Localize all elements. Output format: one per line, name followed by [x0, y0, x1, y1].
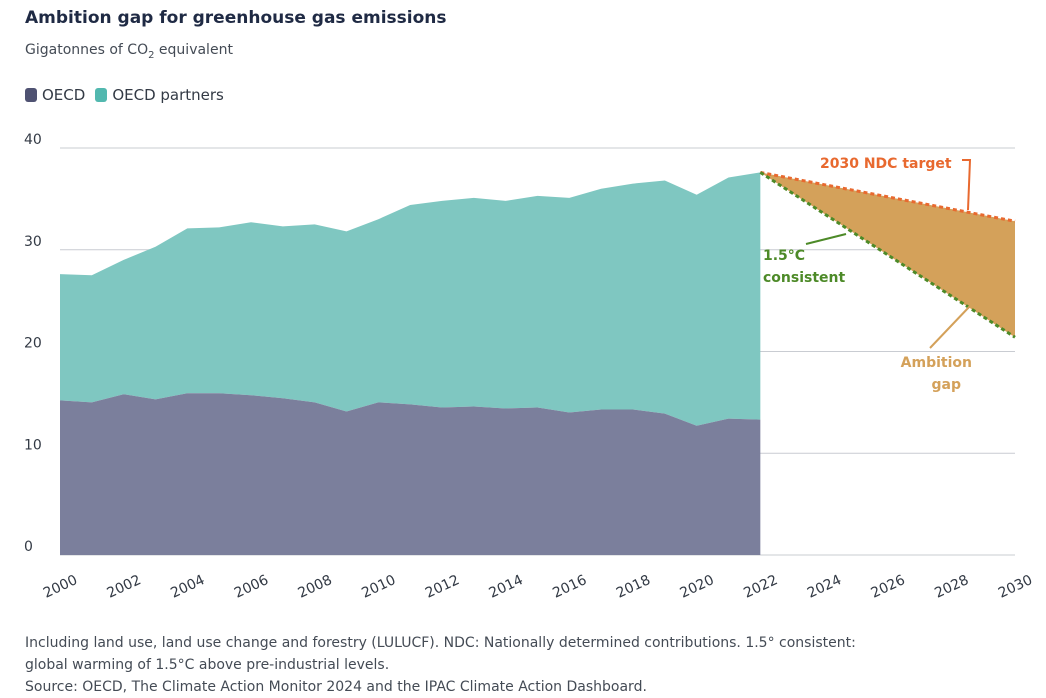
x-tick-label-2014: 2014: [487, 572, 526, 602]
x-tick-label-2010: 2010: [359, 572, 398, 602]
annotation-15c-line2: consistent: [763, 270, 846, 286]
area-oecd: [60, 393, 761, 555]
x-tick-label-2016: 2016: [550, 572, 589, 602]
line-2030-ndc-target: [760, 170, 1016, 223]
annotation-15c-line1: 1.5°C: [763, 248, 805, 264]
x-tick-label-2030: 2030: [996, 572, 1035, 602]
ambition-gap-area: [760, 172, 1015, 338]
footnote-line2: global warming of 1.5°C above pre-indust…: [25, 657, 390, 673]
x-tick-label-2026: 2026: [869, 572, 908, 602]
y-tick-label-0: 0: [24, 539, 33, 555]
x-tick-label-2004: 2004: [168, 572, 207, 602]
annotation-gap-leader: [929, 305, 971, 349]
y-tick-label-40: 40: [24, 132, 42, 148]
legend-item-oecd-partners[interactable]: OECD partners: [95, 86, 224, 104]
legend-swatch-oecd: [25, 88, 37, 102]
area-oecd-partners: [60, 172, 761, 426]
annotation-gap-line1: Ambition: [901, 355, 972, 371]
x-tick-label-2012: 2012: [423, 572, 462, 602]
annotation-ndc-target: 2030 NDC target: [820, 156, 952, 172]
x-tick-label-2018: 2018: [614, 572, 653, 602]
source-line: Source: OECD, The Climate Action Monitor…: [25, 679, 647, 695]
y-tick-label-30: 30: [24, 234, 42, 250]
chart-subtitle: Gigatonnes of CO2 equivalent: [25, 42, 233, 61]
footnote: Including land use, land use change and …: [25, 632, 1025, 698]
y-tick-label-20: 20: [24, 336, 42, 352]
chart-title: Ambition gap for greenhouse gas emission…: [25, 8, 447, 28]
x-tick-label-2008: 2008: [296, 572, 335, 602]
annotation-gap-line2: gap: [932, 377, 962, 393]
legend-label-oecd-partners: OECD partners: [112, 86, 224, 104]
legend-item-oecd[interactable]: OECD: [25, 86, 85, 104]
x-tick-label-2002: 2002: [105, 572, 144, 602]
x-tick-label-2022: 2022: [741, 572, 780, 602]
annotation-ndc-leader: [962, 159, 972, 211]
line-15c-consistent: [759, 171, 1016, 339]
x-tick-label-2028: 2028: [932, 572, 971, 602]
legend-label-oecd: OECD: [42, 86, 86, 104]
legend-swatch-oecd-partners: [95, 88, 108, 102]
annotation-15c-leader: [805, 233, 847, 245]
x-tick-label-2000: 2000: [41, 572, 80, 602]
footnote-line1: Including land use, land use change and …: [25, 635, 856, 651]
x-tick-label-2006: 2006: [232, 572, 271, 602]
x-tick-label-2024: 2024: [805, 572, 844, 602]
y-tick-label-10: 10: [24, 437, 42, 453]
x-tick-label-2020: 2020: [678, 572, 717, 602]
legend: OECD OECD partners: [25, 86, 224, 104]
